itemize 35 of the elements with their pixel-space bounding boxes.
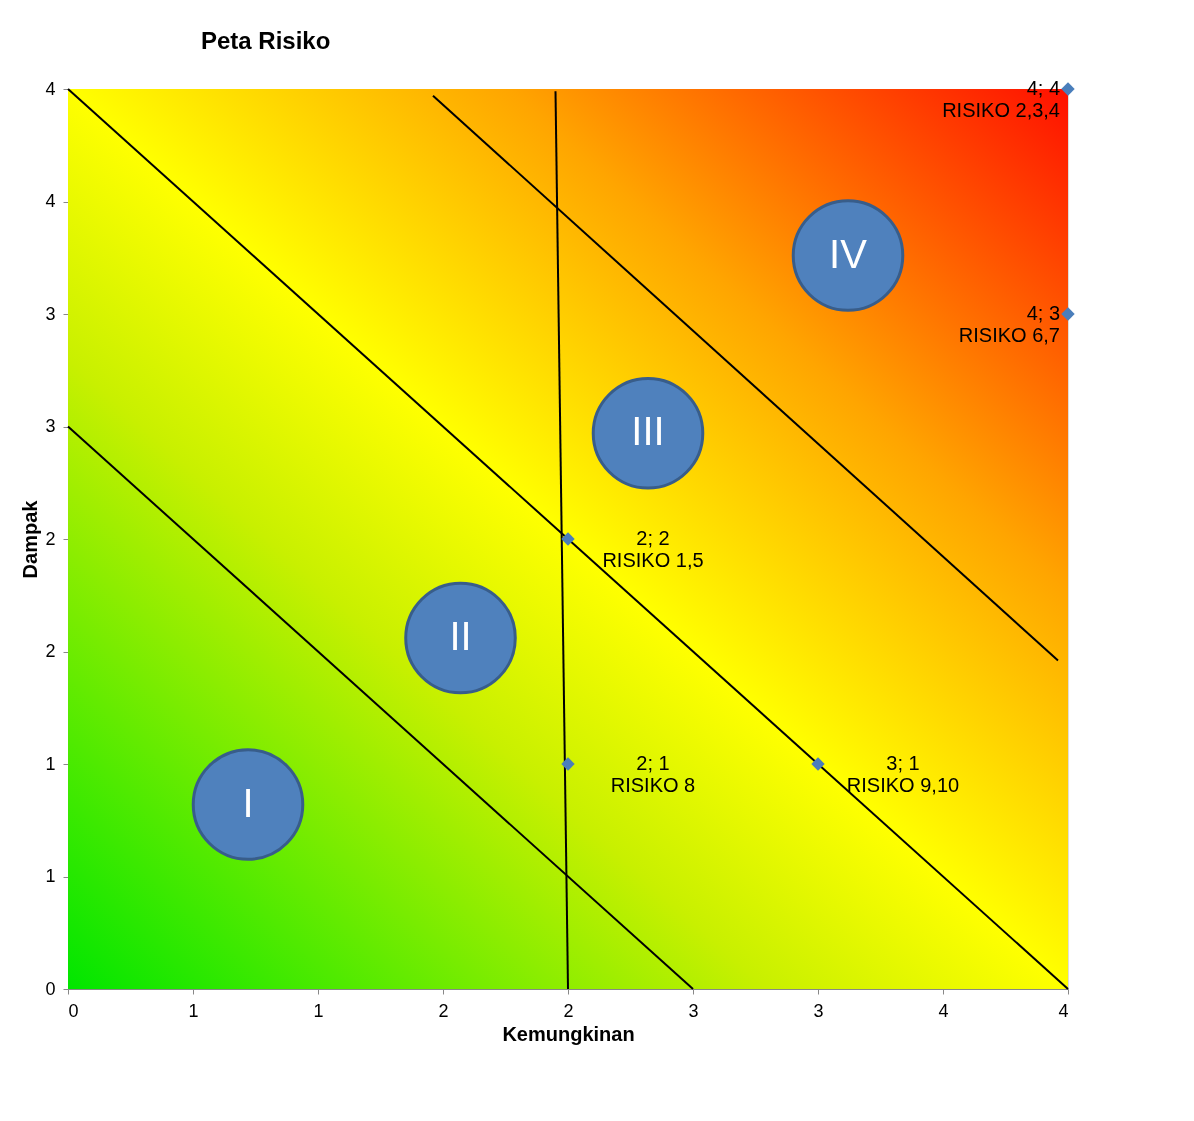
data-label: 2; 1 RISIKO 8 bbox=[610, 752, 696, 796]
x-tick-label: 2 bbox=[438, 1000, 449, 1021]
y-tick-label: 1 bbox=[45, 753, 56, 774]
data-label: 3; 1 RISIKO 9,10 bbox=[846, 752, 960, 796]
y-tick-label: 3 bbox=[45, 416, 56, 436]
y-tick-label: 3 bbox=[45, 303, 56, 324]
x-tick-label: 1 bbox=[313, 1000, 324, 1021]
y-axis-title: Dampak bbox=[19, 499, 42, 579]
x-tick-label: 3 bbox=[813, 1000, 824, 1021]
point bbox=[811, 757, 825, 771]
point bbox=[561, 757, 575, 771]
chart-title: Peta Risiko bbox=[200, 27, 331, 54]
y-tick-label: 1 bbox=[45, 866, 56, 886]
x-tick-label: 0 bbox=[68, 1000, 79, 1021]
annotation: I bbox=[242, 780, 254, 825]
x-tick-label: 3 bbox=[688, 1000, 699, 1021]
y-tick-label: 2 bbox=[45, 641, 56, 661]
y-tick-label: 2 bbox=[45, 528, 56, 549]
point bbox=[1061, 307, 1075, 321]
data-label: 2; 2 RISIKO 1,5 bbox=[602, 527, 704, 571]
x-tick-label: 4 bbox=[938, 1000, 949, 1021]
point bbox=[561, 532, 575, 546]
point bbox=[1061, 82, 1075, 96]
y-tick-label: 4 bbox=[45, 191, 56, 211]
x-axis-title: Kemungkinan bbox=[502, 1022, 635, 1045]
y-tick-label: 4 bbox=[45, 78, 56, 99]
y-tick-label: 0 bbox=[45, 978, 56, 999]
annotation: III bbox=[631, 409, 665, 454]
x-tick-label: 2 bbox=[563, 1000, 574, 1021]
x-tick-label: 4 bbox=[1058, 1000, 1069, 1021]
annotation: II bbox=[449, 614, 472, 658]
x-tick-label: 1 bbox=[188, 1000, 199, 1021]
annotation: IV bbox=[829, 231, 868, 276]
data-label: 4; 3 RISIKO 6,7 bbox=[958, 302, 1060, 346]
data-label: 4; 4 RISIKO 2,3,4 bbox=[942, 77, 1060, 121]
